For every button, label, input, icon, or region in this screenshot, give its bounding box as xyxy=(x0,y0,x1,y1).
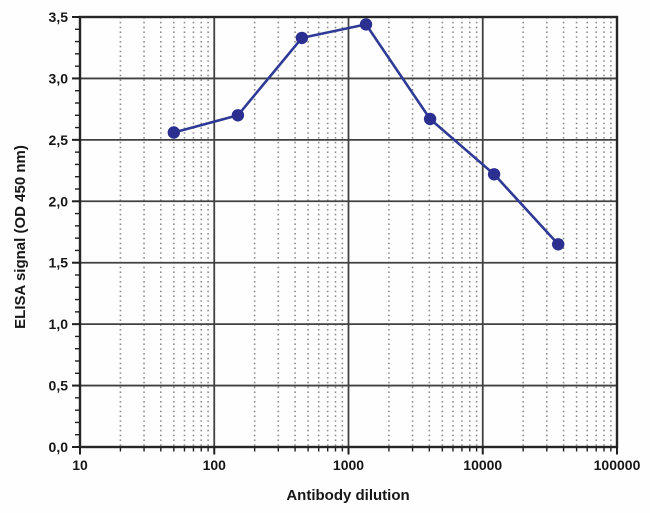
data-point xyxy=(552,238,565,251)
data-point xyxy=(231,109,245,122)
data-line xyxy=(172,23,560,246)
x-tick-label: 10000 xyxy=(463,457,502,473)
y-tick-label: 0,5 xyxy=(49,378,69,394)
y-tick-label: 0,0 xyxy=(49,439,69,455)
y-tick-label: 1,5 xyxy=(49,255,69,271)
x-tick-label: 100 xyxy=(203,457,227,473)
x-tick-label: 10 xyxy=(72,457,88,473)
data-series-layer xyxy=(167,18,565,251)
minor-gridlines-layer xyxy=(119,17,612,447)
axis-ticks-layer xyxy=(72,16,618,455)
tick-labels-layer: 10 100 1000 10000 100000 0,0 0,5 1,0 1,5 2,0 2,5 3,… xyxy=(49,9,641,473)
y-tick-label: 3,5 xyxy=(49,9,69,25)
y-tick-label: 2,0 xyxy=(49,193,69,209)
y-tick-label: 3,0 xyxy=(49,70,69,86)
x-axis-title: Antibody dilution xyxy=(286,487,409,504)
data-point xyxy=(295,31,309,45)
data-point xyxy=(487,168,501,181)
y-tick-label: 1,0 xyxy=(49,316,69,332)
y-tick-label: 2,5 xyxy=(49,132,69,148)
y-axis-title: ELISA signal (OD 450 nm) xyxy=(12,145,29,329)
data-point xyxy=(167,126,180,139)
data-point xyxy=(423,112,437,126)
x-tick-label: 1000 xyxy=(333,457,364,473)
major-gridlines-layer xyxy=(80,17,617,447)
x-tick-label: 100000 xyxy=(594,457,641,473)
data-point xyxy=(359,18,373,31)
